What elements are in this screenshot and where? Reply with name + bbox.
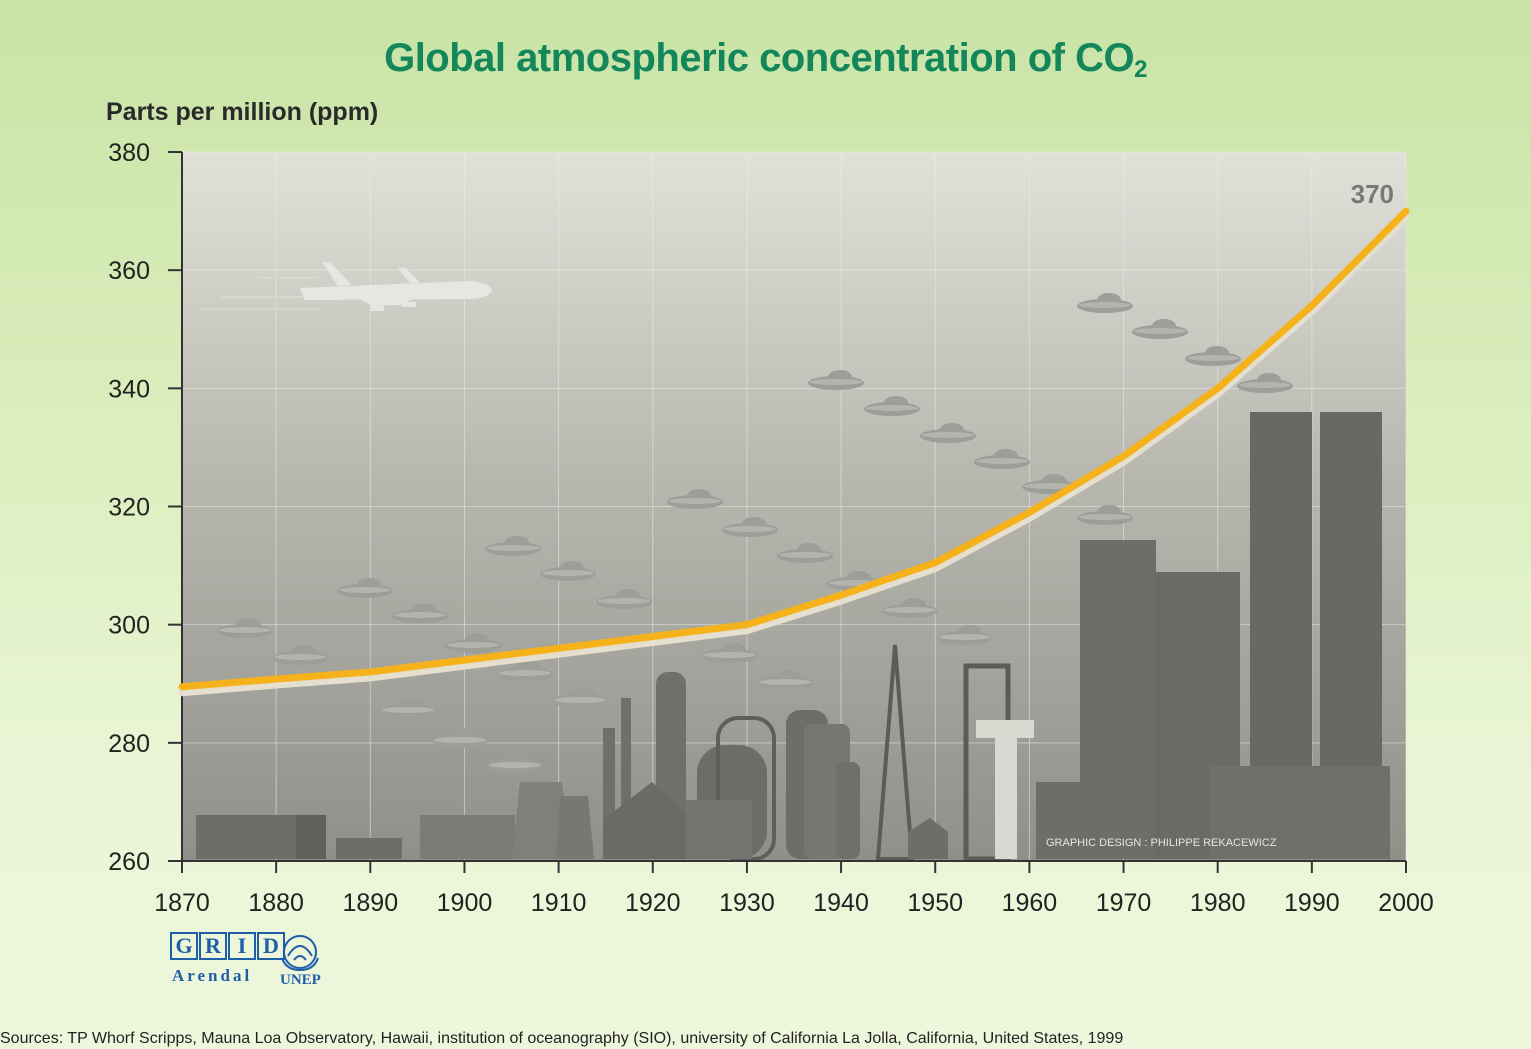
grid-letter: I — [228, 932, 256, 960]
chart-title: Global atmospheric concentration of CO2 — [384, 36, 1147, 83]
y-tick-label: 360 — [108, 257, 150, 285]
y-axis-label: Parts per million (ppm) — [106, 98, 379, 126]
x-tick-label: 1910 — [531, 889, 587, 917]
grid-letter: D — [257, 932, 285, 960]
y-tick-label: 380 — [108, 139, 150, 167]
x-tick-label: 1990 — [1284, 889, 1340, 917]
x-tick-label: 1960 — [1002, 889, 1058, 917]
y-tick-label: 340 — [108, 375, 150, 403]
y-tick-label: 320 — [108, 494, 150, 522]
x-tick-label: 1900 — [437, 889, 493, 917]
x-tick-label: 1940 — [813, 889, 869, 917]
x-tick-label: 1980 — [1190, 889, 1246, 917]
data-line — [178, 207, 1410, 697]
x-tick-label: 1890 — [342, 889, 398, 917]
annotation-370: 370 — [1351, 179, 1394, 209]
x-tick-label: 1880 — [248, 889, 304, 917]
unep-emblem-icon — [281, 935, 319, 972]
series-line-shadow — [178, 213, 1410, 697]
arendal-text: Arendal — [172, 966, 253, 985]
co2-chart: 260 280 300 320 340 360 380 1870 1880 1890 1900 191… — [108, 139, 1434, 917]
industrial-skyline-illustration — [196, 412, 1390, 862]
x-tick-label: 1920 — [625, 889, 681, 917]
series-line — [178, 207, 1410, 691]
grid-letter: R — [199, 932, 227, 960]
x-tick-label: 1930 — [719, 889, 775, 917]
unep-text: UNEP — [280, 972, 321, 988]
y-tick-label: 280 — [108, 730, 150, 758]
y-tick-label: 260 — [108, 848, 150, 876]
x-tick-label: 1970 — [1096, 889, 1152, 917]
tick-labels: 260 280 300 320 340 360 380 1870 1880 1890 1900 191… — [108, 139, 1434, 917]
y-tick-label: 300 — [108, 612, 150, 640]
sources-note: Sources: TP Whorf Scripps, Mauna Loa Obs… — [0, 1030, 1124, 1047]
x-tick-label: 2000 — [1378, 889, 1434, 917]
x-tick-label: 1950 — [907, 889, 963, 917]
grid-letter: G — [170, 932, 198, 960]
design-credit: GRAPHIC DESIGN : PHILIPPE REKACEWICZ — [1046, 837, 1277, 849]
axes — [168, 151, 1407, 873]
airplane-illustration — [200, 262, 492, 311]
x-tick-label: 1870 — [154, 889, 210, 917]
